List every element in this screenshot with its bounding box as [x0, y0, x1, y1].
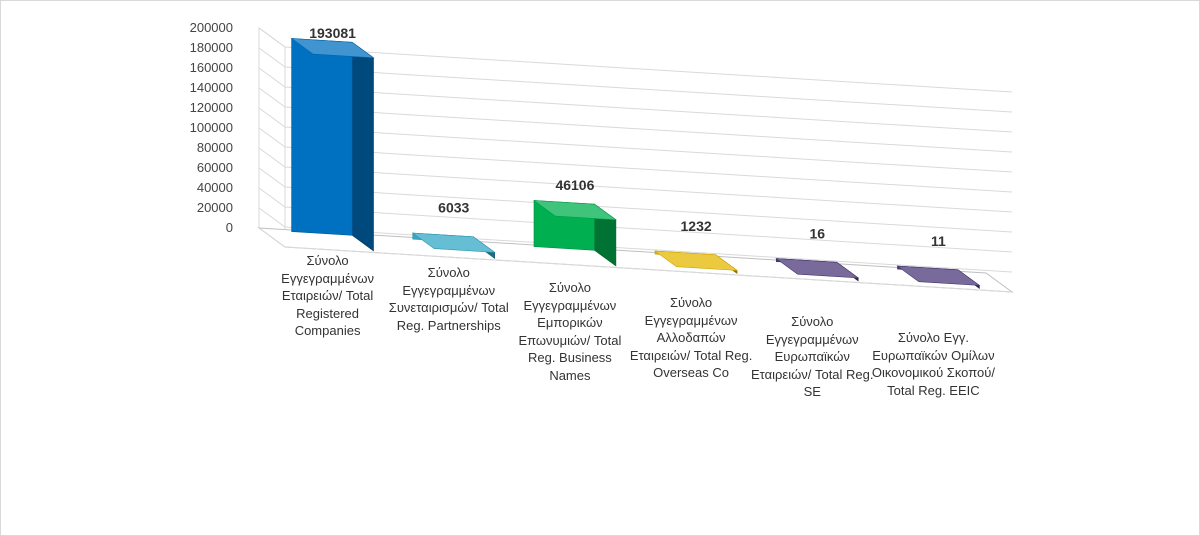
data-label: 11: [931, 233, 946, 249]
y-tick-label: 200000: [190, 20, 233, 35]
bar-4: [654, 250, 739, 274]
gridline: [258, 47, 1013, 113]
bar-top-face: [654, 250, 739, 271]
x-category-label: Σύνολο Εγγεγραμμένων Εταιρειών/ Total Re…: [281, 253, 374, 338]
gridline: [258, 27, 1013, 93]
y-tick-label: 80000: [197, 140, 233, 155]
x-category-label: Σύνολο Εγγ. Ευρωπαϊκών Ομίλων Οικονομικο…: [871, 330, 995, 398]
gridline: [258, 107, 1013, 173]
bar-5: [775, 258, 860, 282]
gridline: [258, 147, 1013, 213]
bar-top-face: [775, 258, 860, 279]
y-tick-label: 180000: [190, 40, 233, 55]
gridline: [258, 127, 1013, 193]
bar-6: [896, 265, 981, 289]
bar-3: [532, 200, 617, 267]
x-category-label: Σύνολο Εγγεγραμμένων Αλλοδαπών Εταιρειών…: [629, 295, 753, 380]
bar-top-face: [896, 265, 981, 286]
data-label: 6033: [438, 200, 469, 216]
gridline: [258, 67, 1013, 133]
gridline: [258, 167, 1013, 233]
y-tick-label: 160000: [190, 60, 233, 75]
data-label: 46106: [555, 177, 594, 193]
y-tick-label: 20000: [197, 200, 233, 215]
y-tick-label: 140000: [190, 80, 233, 95]
data-label: 1232: [681, 218, 712, 234]
data-label: 193081: [309, 25, 356, 41]
x-category-label: Σύνολο Εγγεγραμμένων Εμπορικών Επωνυμιών…: [518, 280, 622, 383]
x-category-label: Σύνολο Εγγεγραμμένων Συνεταιρισμών/ Tota…: [388, 265, 509, 333]
gridlines: [258, 27, 1013, 293]
y-tick-label: 40000: [197, 180, 233, 195]
bar-1: [290, 38, 375, 252]
gridline: [258, 227, 1013, 293]
bar-side-face: [351, 41, 374, 252]
gridline: [258, 87, 1013, 153]
bar-top-face: [532, 200, 617, 221]
y-axis: 0 20000 40000 60000 80000 100000 120000 140000 1…: [190, 20, 233, 235]
y-tick-label: 120000: [190, 100, 233, 115]
bar-top-face: [411, 232, 496, 253]
y-tick-label: 100000: [190, 120, 233, 135]
bar-2: [411, 232, 496, 259]
x-category-label: Σύνολο Εγγεγραμμένων Ευρωπαϊκών Εταιρειώ…: [750, 314, 874, 399]
y-tick-label: 0: [226, 220, 233, 235]
y-tick-label: 60000: [197, 160, 233, 175]
bar-top-face: [290, 38, 375, 59]
data-labels: 193081 6033 46106 1232 16 11: [309, 25, 946, 249]
gridline: [258, 207, 1013, 273]
bars: [290, 38, 981, 289]
bar-front-face: [291, 38, 353, 236]
data-label: 16: [809, 225, 825, 241]
gridline: [258, 187, 1013, 253]
